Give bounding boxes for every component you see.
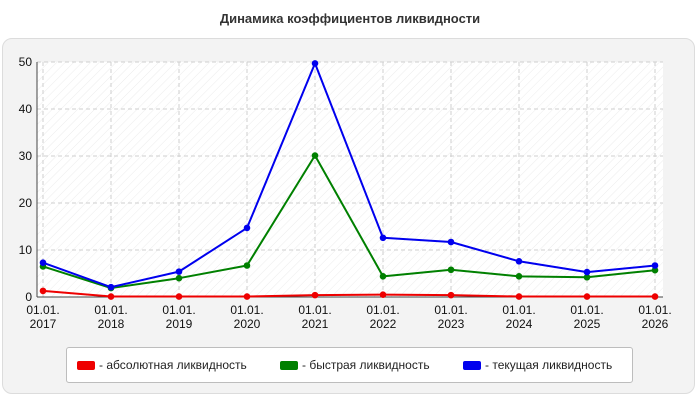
data-point-2 xyxy=(107,283,115,291)
data-point-1 xyxy=(243,262,251,269)
data-point-2 xyxy=(379,234,387,242)
legend-item-current: - текущая ликвидность xyxy=(463,348,612,382)
data-point-2 xyxy=(515,257,523,265)
x-tick-label: 01.01. 2019 xyxy=(162,303,195,331)
data-point-0 xyxy=(107,293,115,300)
data-point-0 xyxy=(311,291,319,299)
data-point-0 xyxy=(243,293,251,300)
x-tick-label: 01.01. 2021 xyxy=(298,303,331,331)
x-tick-label: 01.01. 2023 xyxy=(434,303,467,331)
data-point-2 xyxy=(651,262,659,269)
legend-swatch-quick xyxy=(280,360,298,370)
x-tick-label: 01.01. 2017 xyxy=(26,303,59,331)
series-line-2 xyxy=(42,62,656,289)
data-point-0 xyxy=(175,293,183,300)
x-tick-label: 01.01. 2025 xyxy=(570,303,603,331)
y-tick-label: 50 xyxy=(19,55,33,69)
x-tick-label: 01.01. 2018 xyxy=(94,303,127,331)
y-tick-label: 30 xyxy=(19,149,33,163)
y-tick-label: 20 xyxy=(19,196,33,210)
data-point-1 xyxy=(447,266,455,274)
data-point-0 xyxy=(447,291,455,299)
legend-item-quick: - быстрая ликвидность xyxy=(280,348,430,382)
data-point-1 xyxy=(515,273,523,280)
x-tick-label: 01.01. 2026 xyxy=(638,303,671,331)
legend-label-quick: - быстрая ликвидность xyxy=(302,358,430,372)
series-line-0 xyxy=(42,289,655,298)
y-tick-label: 0 xyxy=(25,290,32,304)
y-tick-label: 10 xyxy=(19,243,33,257)
data-point-1 xyxy=(175,274,183,282)
data-point-1 xyxy=(379,273,387,280)
x-tick-label: 01.01. 2024 xyxy=(502,303,535,331)
chart-title: Динамика коэффициентов ликвидности xyxy=(219,11,481,26)
data-point-0 xyxy=(515,293,523,300)
plot-area-hatch xyxy=(37,62,663,297)
data-point-1 xyxy=(311,152,319,159)
data-point-2 xyxy=(447,238,455,246)
data-point-1 xyxy=(651,266,659,274)
data-point-1 xyxy=(583,273,591,281)
data-point-0 xyxy=(583,293,591,300)
data-point-0 xyxy=(39,287,47,295)
series-line-1 xyxy=(42,154,656,290)
data-point-2 xyxy=(39,259,47,266)
data-point-0 xyxy=(651,293,659,300)
legend-swatch-absolute xyxy=(77,360,95,370)
data-point-0 xyxy=(379,291,387,298)
data-point-2 xyxy=(243,224,251,232)
data-point-2 xyxy=(311,60,319,67)
legend-item-absolute: - абсолютная ликвидность xyxy=(77,348,247,382)
y-tick-label: 40 xyxy=(19,102,33,116)
legend-swatch-current xyxy=(463,360,481,370)
x-tick-label: 01.01. 2022 xyxy=(366,303,399,331)
x-tick-label: 01.01. 2020 xyxy=(230,303,263,331)
chart-legend: - абсолютная ликвидность - быстрая ликви… xyxy=(66,347,633,383)
data-point-2 xyxy=(175,268,183,275)
legend-label-absolute: - абсолютная ликвидность xyxy=(99,358,247,372)
legend-label-current: - текущая ликвидность xyxy=(485,358,613,372)
data-point-2 xyxy=(583,268,591,276)
